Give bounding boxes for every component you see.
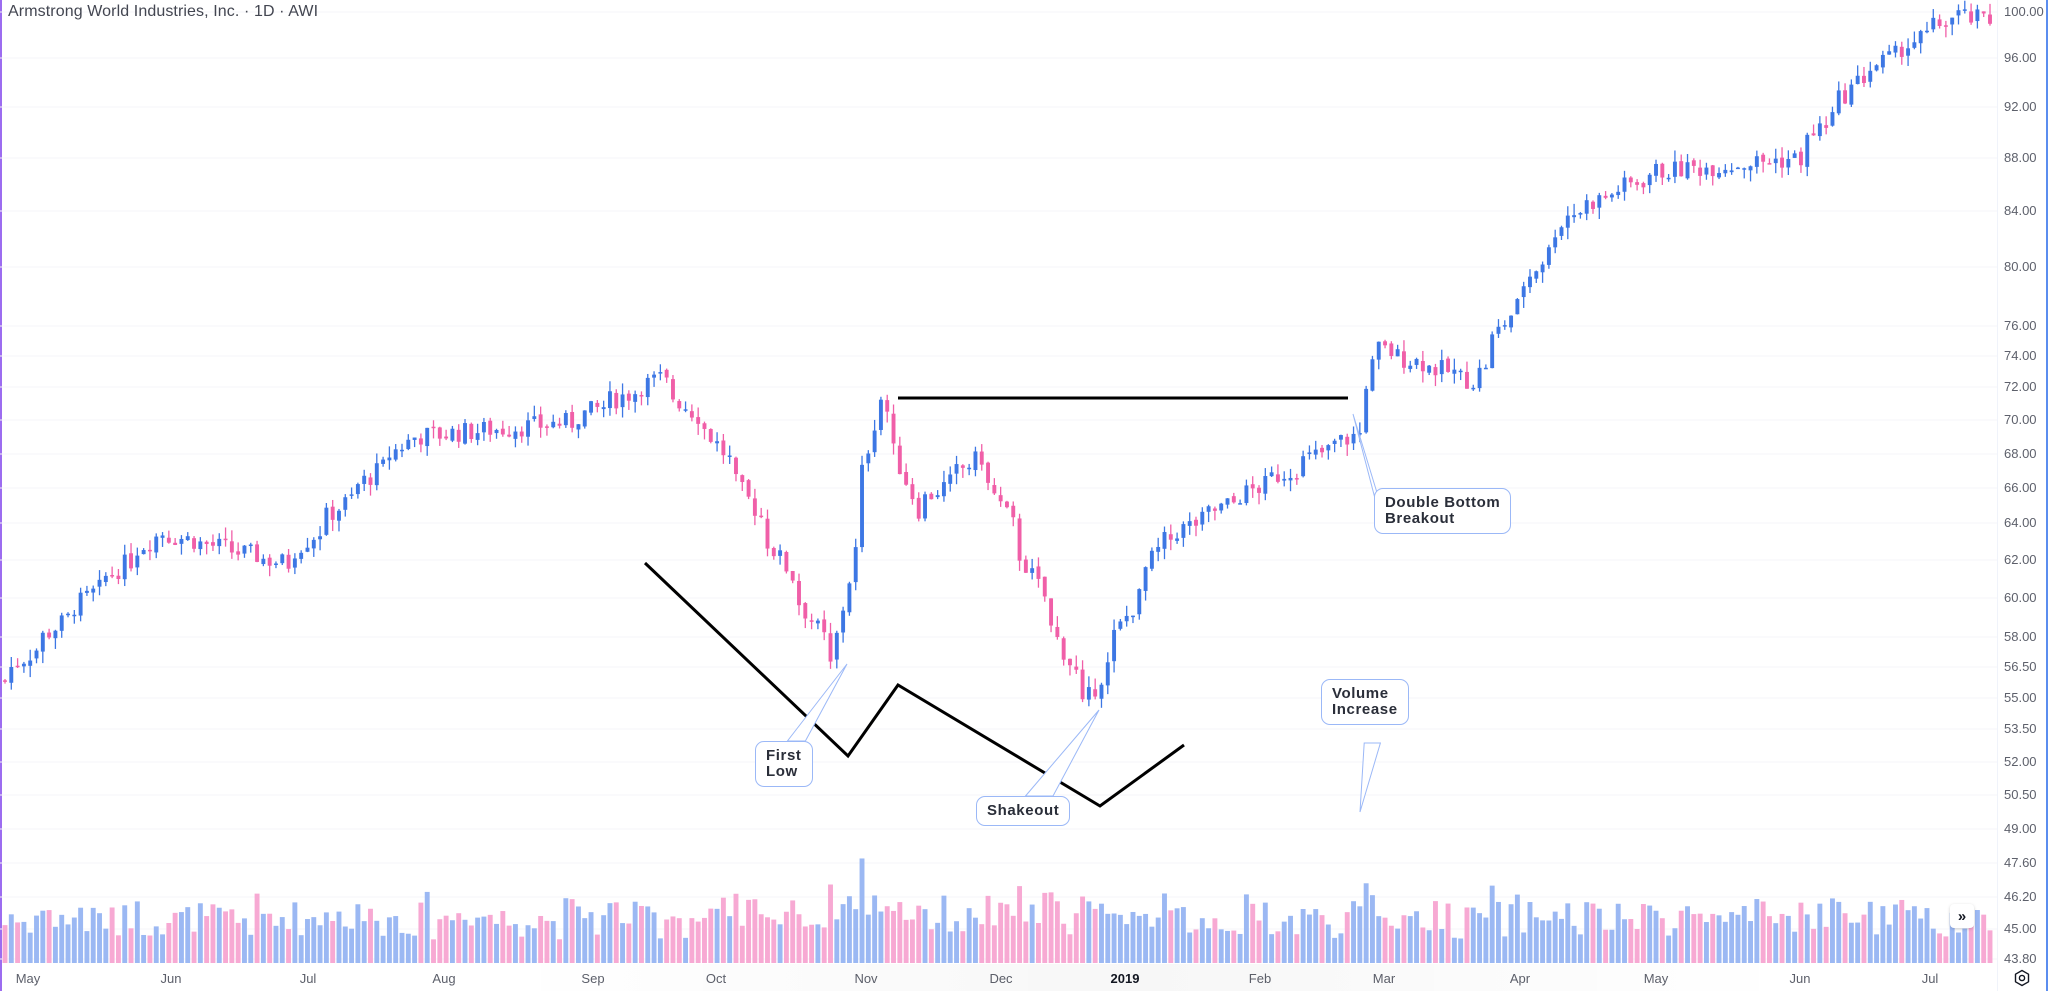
time-label: Nov (854, 971, 878, 986)
time-label: Jul (300, 971, 317, 986)
gear-icon[interactable] (2013, 969, 2031, 987)
price-label: 66.00 (2004, 480, 2037, 495)
candlesticks (3, 0, 1992, 708)
callout-shakeout[interactable]: Shakeout (976, 796, 1071, 826)
callout-double-bottom-breakout[interactable]: Double Bottom Breakout (1374, 488, 1512, 534)
price-axis-divider (1997, 0, 1998, 991)
price-label: 96.00 (2004, 50, 2037, 65)
price-label: 62.00 (2004, 552, 2037, 567)
window-edge (0, 0, 2, 991)
time-label: May (16, 971, 41, 986)
price-label: 76.00 (2004, 318, 2037, 333)
time-label: Oct (706, 971, 727, 986)
time-label: Apr (1510, 971, 1531, 986)
price-label: 74.00 (2004, 348, 2037, 363)
price-label: 56.50 (2004, 659, 2037, 674)
time-axis[interactable]: May Jun Jul Aug Sep Oct Nov Dec 2019 Feb Mar Apr May… (16, 971, 1939, 986)
time-label: 2019 (1111, 971, 1140, 986)
time-label: Jun (161, 971, 182, 986)
time-label: May (1644, 971, 1669, 986)
double-chevron-right-icon: » (1957, 907, 1967, 925)
price-label: 50.50 (2004, 787, 2037, 802)
price-label: 55.00 (2004, 690, 2037, 705)
time-label: Aug (432, 971, 455, 986)
grid-lines (0, 11, 1997, 960)
price-label: 64.00 (2004, 515, 2037, 530)
time-label: Mar (1373, 971, 1396, 986)
price-label: 80.00 (2004, 259, 2037, 274)
window-edge-right (2046, 0, 2048, 991)
price-label: 100.00 (2004, 4, 2044, 19)
time-label: Dec (989, 971, 1013, 986)
price-label: 49.00 (2004, 821, 2037, 836)
price-label: 58.00 (2004, 629, 2037, 644)
time-label: Jun (1790, 971, 1811, 986)
chart-title: Armstrong World Industries, Inc. · 1D · … (8, 3, 319, 20)
scroll-to-latest-button[interactable]: » (1950, 904, 1974, 928)
price-axis[interactable]: 100.00 96.00 92.00 88.00 84.00 80.00 76.00 74.0… (2004, 4, 2044, 966)
volume-bars (2, 858, 1993, 963)
time-label: Jul (1922, 971, 1939, 986)
price-label: 46.20 (2004, 889, 2037, 904)
price-label: 53.50 (2004, 721, 2037, 736)
price-label: 43.80 (2004, 951, 2037, 966)
callout-first-low[interactable]: First Low (755, 741, 813, 787)
time-label: Feb (1249, 971, 1271, 986)
pattern-lines (643, 396, 1348, 808)
price-label: 84.00 (2004, 203, 2037, 218)
price-label: 72.00 (2004, 379, 2037, 394)
price-label: 47.60 (2004, 855, 2037, 870)
price-label: 68.00 (2004, 446, 2037, 461)
price-label: 52.00 (2004, 754, 2037, 769)
callout-pointers (786, 413, 1382, 813)
callout-volume-increase[interactable]: Volume Increase (1321, 679, 1409, 725)
time-label: Sep (581, 971, 604, 986)
price-label: 92.00 (2004, 99, 2037, 114)
double-bottom-w-line[interactable] (643, 561, 1185, 808)
price-label: 70.00 (2004, 412, 2037, 427)
price-label: 45.00 (2004, 921, 2037, 936)
price-label: 88.00 (2004, 150, 2037, 165)
price-label: 60.00 (2004, 590, 2037, 605)
